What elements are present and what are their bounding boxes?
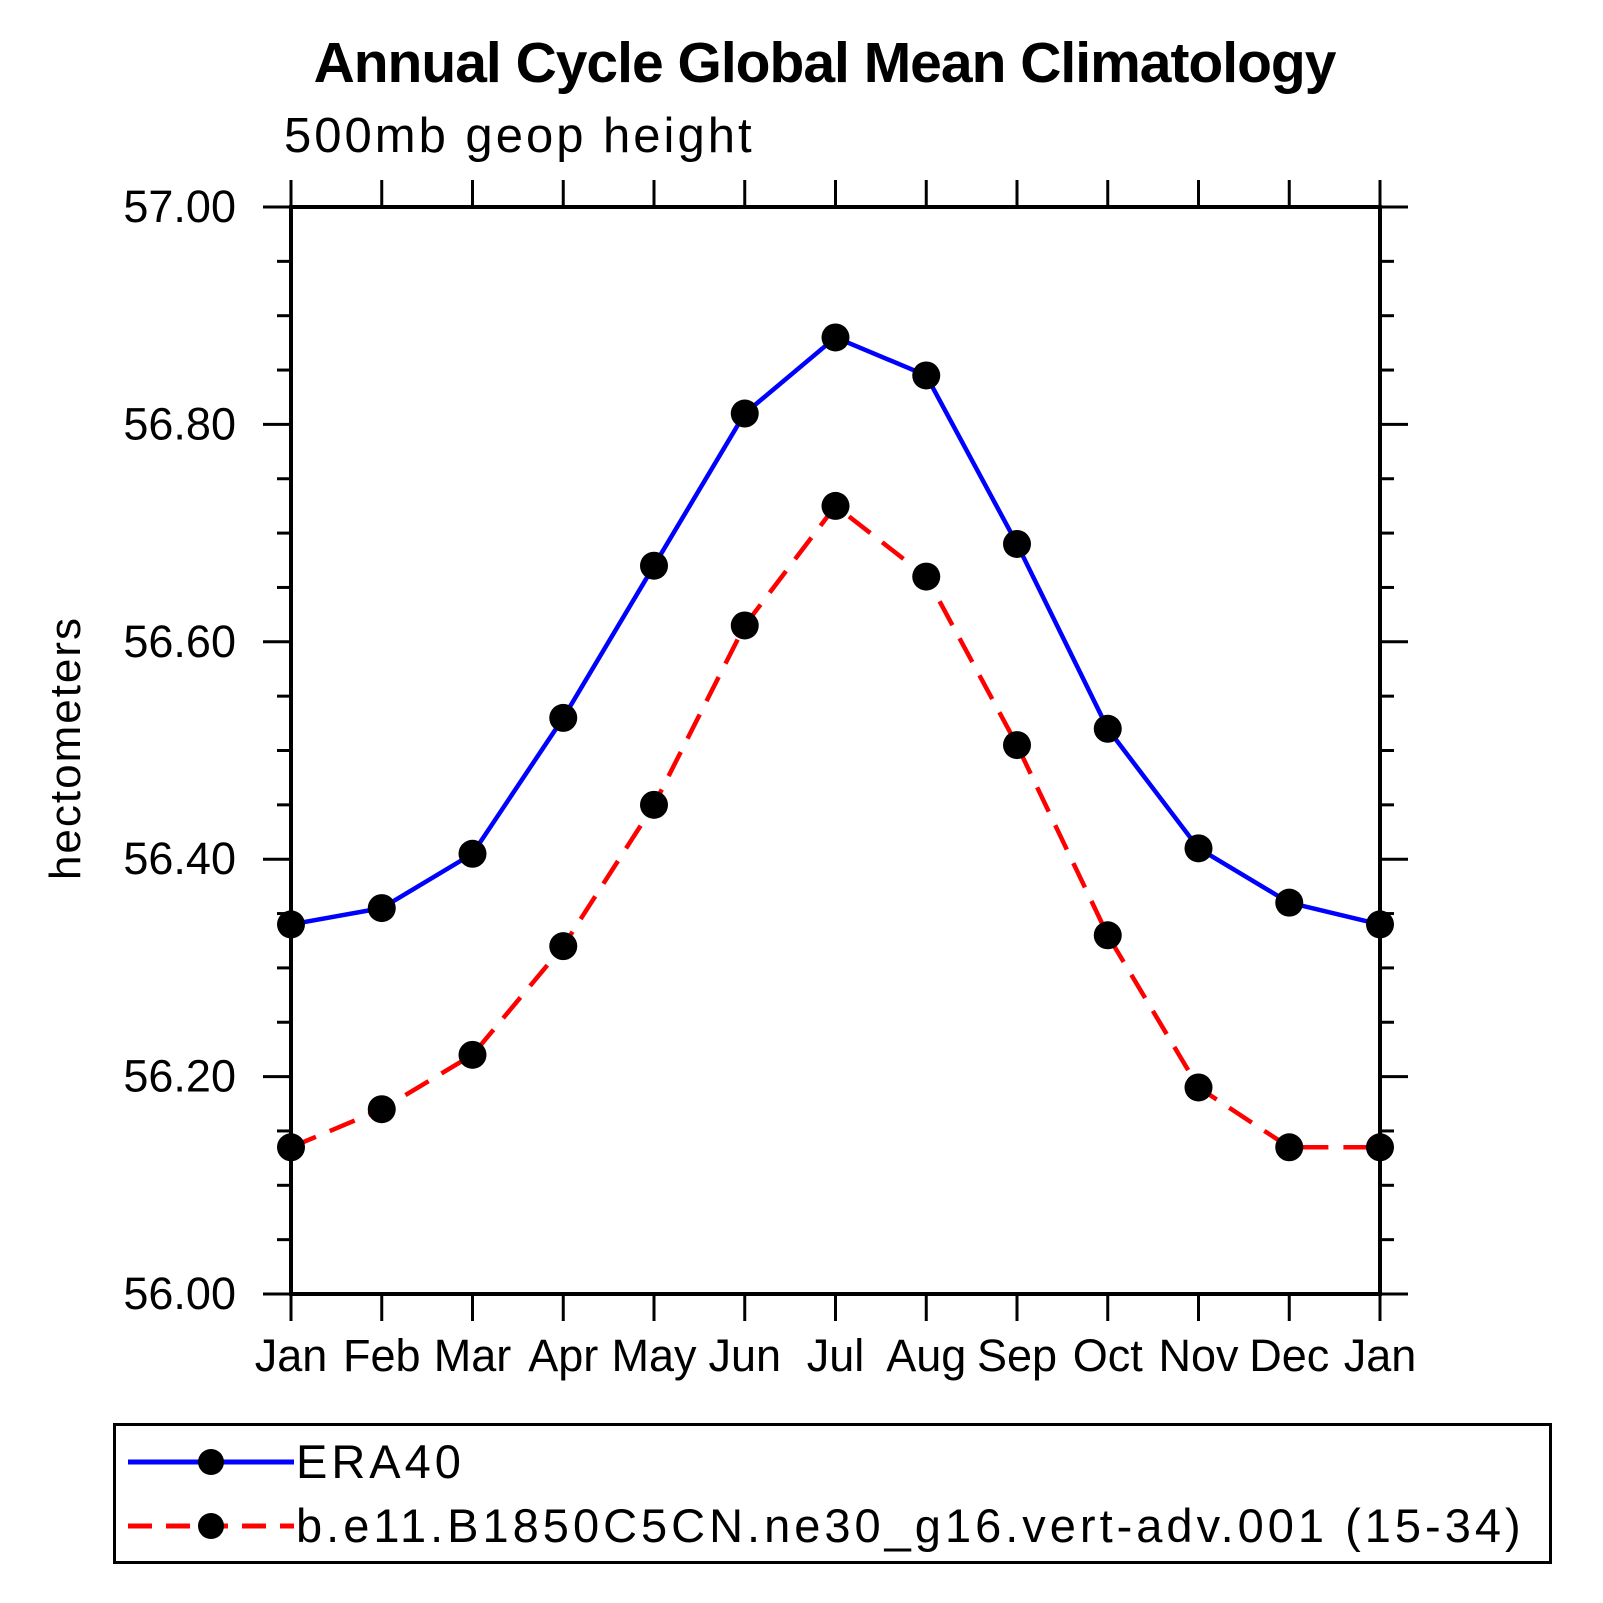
x-tick-label: Jul <box>807 1330 865 1381</box>
x-tick-label: Oct <box>1073 1330 1144 1381</box>
model-line-swatch <box>128 1513 294 1539</box>
legend-label-era40: ERA40 <box>296 1435 465 1488</box>
x-tick-label: Mar <box>434 1330 512 1381</box>
data-point-marker <box>730 611 759 640</box>
data-point-marker <box>458 839 487 868</box>
chart-subtitle: 500mb geop height <box>284 109 755 163</box>
y-tick-label: 57.00 <box>123 181 236 232</box>
data-point-marker <box>912 562 941 591</box>
data-point-marker <box>549 703 578 732</box>
series-line-era40 <box>290 334 1381 927</box>
data-point-marker <box>277 1133 305 1162</box>
data-point-marker <box>821 323 850 352</box>
legend-item-model: b.e11.B1850C5CN.ne30_g16.vert-adv.001 (1… <box>126 1502 1525 1550</box>
y-tick-label: 56.60 <box>123 616 236 667</box>
y-tick-label: 56.80 <box>123 398 236 449</box>
data-point-marker <box>277 910 305 939</box>
data-point-marker <box>458 1040 487 1069</box>
x-tick-label: Jun <box>708 1330 781 1381</box>
x-tick-label: Dec <box>1249 1330 1329 1381</box>
data-point-marker <box>912 361 941 390</box>
series-line-model <box>290 502 1380 1150</box>
data-point-marker <box>1275 888 1304 917</box>
data-point-marker <box>821 491 850 520</box>
data-point-marker <box>1003 529 1031 558</box>
axis-frame <box>289 205 1382 1296</box>
data-point-marker <box>1366 910 1394 939</box>
data-point-marker <box>1003 731 1031 760</box>
x-tick-label: Apr <box>528 1330 598 1381</box>
data-point-marker <box>1184 834 1213 863</box>
x-tick-label: Feb <box>343 1330 421 1381</box>
x-tick-label: Sep <box>977 1330 1057 1381</box>
data-point-marker <box>1184 1073 1213 1102</box>
data-point-marker <box>367 894 396 923</box>
data-point-marker <box>1275 1133 1304 1162</box>
y-tick-label: 56.20 <box>123 1051 236 1102</box>
y-tick-label: 56.00 <box>123 1268 236 1319</box>
data-point-marker <box>549 932 578 961</box>
x-tick-label: Jan <box>255 1330 328 1381</box>
legend-box: ERA40 b.e11.B1850C5CN.ne30_g16.vert-adv.… <box>113 1423 1552 1564</box>
data-point-marker <box>1366 1133 1394 1162</box>
x-tick-label: Aug <box>886 1330 966 1381</box>
data-point-marker <box>640 551 668 580</box>
legend-label-model: b.e11.B1850C5CN.ne30_g16.vert-adv.001 (1… <box>296 1499 1525 1552</box>
data-point-marker <box>730 399 759 428</box>
era40-line-swatch <box>128 1449 294 1475</box>
data-point-marker <box>1093 714 1122 743</box>
x-tick-label: Nov <box>1158 1330 1239 1381</box>
legend-item-era40: ERA40 <box>126 1438 465 1486</box>
chart-title: Annual Cycle Global Mean Climatology <box>313 31 1337 95</box>
data-point-marker <box>1093 921 1122 950</box>
x-tick-label: Jan <box>1344 1330 1417 1381</box>
data-point-marker <box>367 1095 396 1124</box>
x-tick-label: May <box>611 1330 697 1381</box>
y-tick-label: 56.40 <box>123 833 236 884</box>
data-point-marker <box>640 790 668 819</box>
